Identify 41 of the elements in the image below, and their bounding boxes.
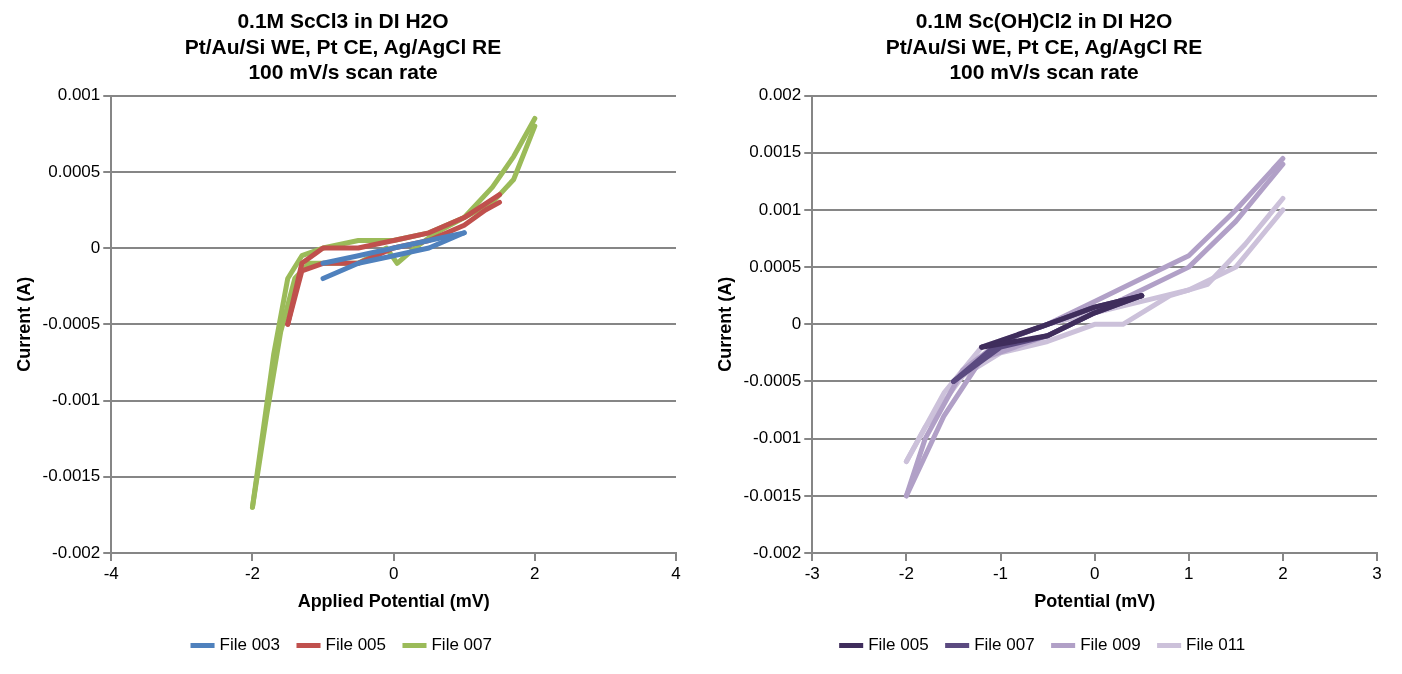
x-tick-label: 3	[1372, 563, 1382, 583]
y-tick-label: -0.001	[52, 390, 101, 410]
x-tick-label: -1	[992, 563, 1009, 583]
y-tick-label: -0.0005	[42, 313, 101, 333]
x-tick-label: -2	[244, 563, 261, 583]
y-axis-title: Current (A)	[714, 276, 735, 372]
y-tick-label: -0.0005	[743, 371, 802, 391]
legend-label: File 007	[431, 635, 492, 655]
chart-title: 0.1M Sc(OH)Cl2 in DI H2O Pt/Au/Si WE, Pt CE, Ag/AgCl RE 100 mV/s scan rate	[885, 9, 1203, 83]
x-tick-label: -3	[804, 563, 820, 583]
x-tick-label: 0	[388, 563, 399, 583]
x-tick-label: 1	[1184, 563, 1194, 583]
y-tick-label: 0.002	[758, 85, 802, 105]
x-tick-label: 2	[530, 563, 540, 583]
x-tick-label: -2	[898, 563, 914, 583]
y-tick-label: 0.0015	[749, 142, 802, 162]
y-tick-label: 0.001	[57, 85, 101, 105]
y-tick-label: -0.002	[52, 542, 101, 562]
x-tick-label: 0	[1089, 563, 1100, 583]
y-tick-label: 0.0005	[48, 161, 101, 181]
y-tick-label: 0.001	[758, 199, 802, 219]
y-tick-label: -0.0015	[42, 466, 101, 486]
y-tick-label: -0.001	[753, 428, 802, 448]
legend-label: File 009	[1080, 635, 1141, 655]
y-tick-label: 0	[90, 237, 101, 257]
x-tick-label: 4	[671, 563, 681, 583]
x-tick-label: 2	[1278, 563, 1288, 583]
y-tick-label: -0.0015	[743, 485, 802, 505]
x-tick-label: -4	[103, 563, 119, 583]
y-tick-label: 0	[791, 313, 802, 333]
legend-label: File 005	[325, 635, 386, 655]
y-axis-title: Current (A)	[13, 276, 34, 372]
chart-title: 0.1M ScCl3 in DI H2O Pt/Au/Si WE, Pt CE, Ag/AgCl RE 100 mV/s scan rate	[184, 9, 502, 83]
y-tick-label: 0.0005	[749, 256, 802, 276]
legend-label: File 003	[219, 635, 281, 655]
legend-label: File 005	[868, 635, 929, 655]
y-tick-label: -0.002	[753, 542, 802, 562]
legend-label: File 011	[1186, 635, 1246, 655]
x-axis-title: Applied Potential (mV)	[297, 591, 490, 612]
x-axis-title: Potential (mV)	[1034, 591, 1156, 612]
legend-label: File 007	[974, 635, 1035, 655]
